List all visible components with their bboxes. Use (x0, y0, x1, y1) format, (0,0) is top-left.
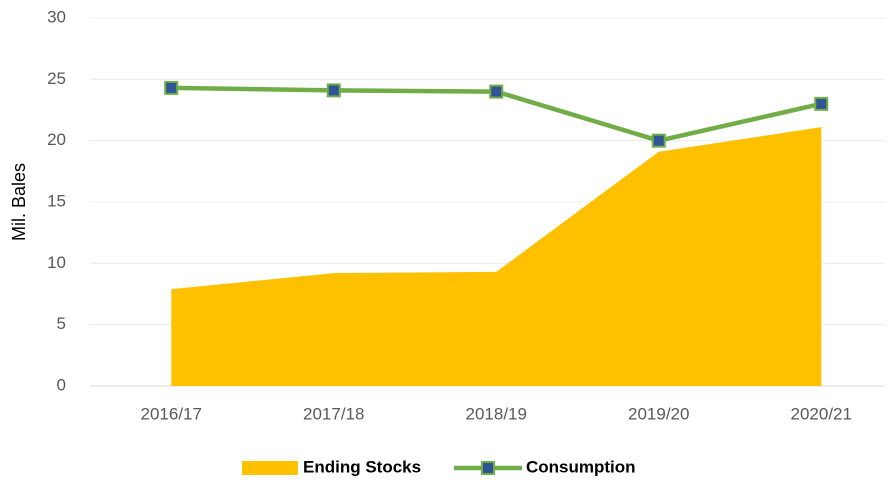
y-tick-label: 0 (57, 375, 66, 394)
y-tick-label: 10 (47, 253, 66, 272)
legend-swatch (242, 461, 298, 475)
y-tick-label: 15 (47, 191, 66, 210)
y-tick-label: 20 (47, 130, 66, 149)
marker (164, 80, 179, 95)
legend-swatch (481, 461, 495, 475)
area (171, 127, 822, 386)
x-tick-label: 2016/17 (141, 404, 202, 423)
y-tick-label: 5 (57, 314, 66, 333)
x-tick-label: 2019/20 (628, 404, 689, 423)
marker (814, 96, 829, 111)
y-tick-label: 30 (47, 7, 66, 26)
marker (651, 133, 666, 148)
y-axis-title: Mil. Bales (9, 163, 29, 241)
legend-label: Consumption (526, 457, 636, 476)
marker (489, 84, 504, 99)
marker (326, 83, 341, 98)
x-tick-label: 2018/19 (466, 404, 527, 423)
x-tick-label: 2017/18 (303, 404, 364, 423)
y-tick-label: 25 (47, 69, 66, 88)
x-tick-label: 2020/21 (791, 404, 852, 423)
legend-label: Ending Stocks (303, 457, 421, 476)
